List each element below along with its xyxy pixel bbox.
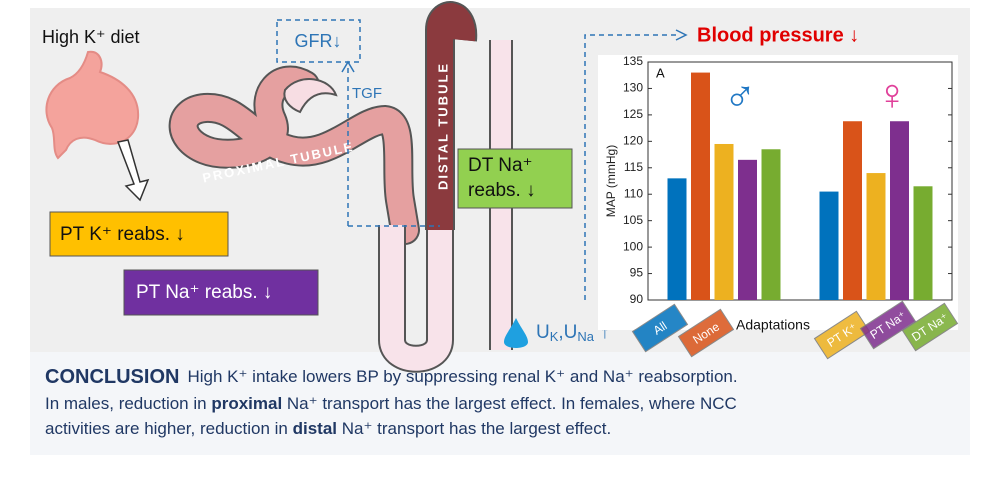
gfr-box [276,19,361,63]
y-tick-label: 115 [624,160,643,174]
stomach [45,50,140,160]
gfr-label: GFR↓ [295,31,342,51]
urine-part: U [536,322,550,343]
y-tick-label: 100 [623,239,643,253]
y-tick-label: 105 [623,213,643,227]
y-axis-label: MAP (mmHg) [604,145,618,217]
loop-of-henle [380,225,452,371]
conclusion-band [30,352,970,455]
conclusion-heading: CONCLUSION [45,366,179,388]
urine-part: ,U [558,322,577,343]
proximal-tubule [170,67,418,243]
diet-arrow [116,139,150,202]
bar [714,143,734,300]
y-tick-label: 95 [630,266,644,280]
conclusion-line: In males, reduction in proximal Na⁺ tran… [45,394,737,413]
conclusion-text: High K⁺ intake lowers BP by suppressing … [187,367,737,386]
y-tick-label: 90 [630,292,644,306]
y-tick-label: 135 [623,54,643,68]
blood-pressure-label: Blood pressure ↓ [697,24,859,46]
conclusion-text: Na⁺ transport has the largest effect. In… [282,394,737,413]
distal-tubule [427,3,476,230]
pt-k-box [49,211,229,257]
pt-na-box [123,269,319,316]
conclusion-text: distal [293,419,337,438]
legend-swatch [677,308,735,358]
bar [667,178,687,300]
tgf-arrow [276,19,680,300]
pt-k-label: PT K⁺ reabs. ↓ [60,224,185,245]
legend-swatch [813,310,871,360]
dt-na-label: reabs. ↓ [468,180,536,201]
conclusion-text: Na⁺ transport has the largest effect. [337,419,611,438]
bar [738,159,757,300]
y-tick-label: 110 [624,186,643,200]
glomerulus-capsule [283,78,338,114]
legend-entry: All [631,303,689,353]
tgf-label: TGF [352,85,382,102]
diet-label: High K⁺ diet [42,27,140,47]
conclusion-text: In males, reduction in [45,394,211,413]
urine-label: UK,UNa ↑ [536,322,610,344]
tgf-path [347,68,440,227]
dt-na-box [457,148,573,209]
urine-subscript: Na [577,329,594,344]
conclusion-line: activities are higher, reduction in dist… [45,419,611,438]
pt-na-label: PT Na⁺ reabs. ↓ [136,282,272,303]
category-symbol: ♀ [876,71,909,120]
dt-na-label: DT Na⁺ [468,155,533,176]
bar [890,121,909,300]
panel-label: A [656,65,665,80]
urine-subscript: K [550,329,559,344]
legend-swatch [901,302,959,352]
conclusion-text: activities are higher, reduction in [45,419,293,438]
y-tick-label: 125 [623,107,643,121]
urine-arrow: ↑ [600,322,610,343]
plot-frame [647,61,953,301]
y-tick-label: 130 [623,81,643,95]
conclusion-line: CONCLUSION High K⁺ intake lowers BP by su… [45,366,738,388]
bar [761,149,781,300]
tgf-arrowhead [341,60,355,73]
bar [913,186,933,300]
category-symbol: ♂ [724,71,757,120]
bar [866,173,886,300]
bar [843,121,862,300]
chart: 90 95 100 105 110 115 120 125 130 135 MAP (mmHg) A ♂… [604,54,953,306]
legend-swatch [631,303,689,353]
x-axis-label: Adaptations [736,317,810,333]
bp-path [584,34,680,300]
bar [819,191,839,300]
bp-arrowhead [675,29,688,41]
distal-label: DISTAL TUBULE [435,62,450,190]
urine-drop [504,318,528,348]
conclusion: CONCLUSION High K⁺ intake lowers BP by su… [45,366,738,438]
legend-label: All [651,319,670,338]
legend-swatch [859,300,917,350]
bar [691,72,710,300]
y-tick-label: 120 [623,134,643,148]
conclusion-text: proximal [211,394,282,413]
